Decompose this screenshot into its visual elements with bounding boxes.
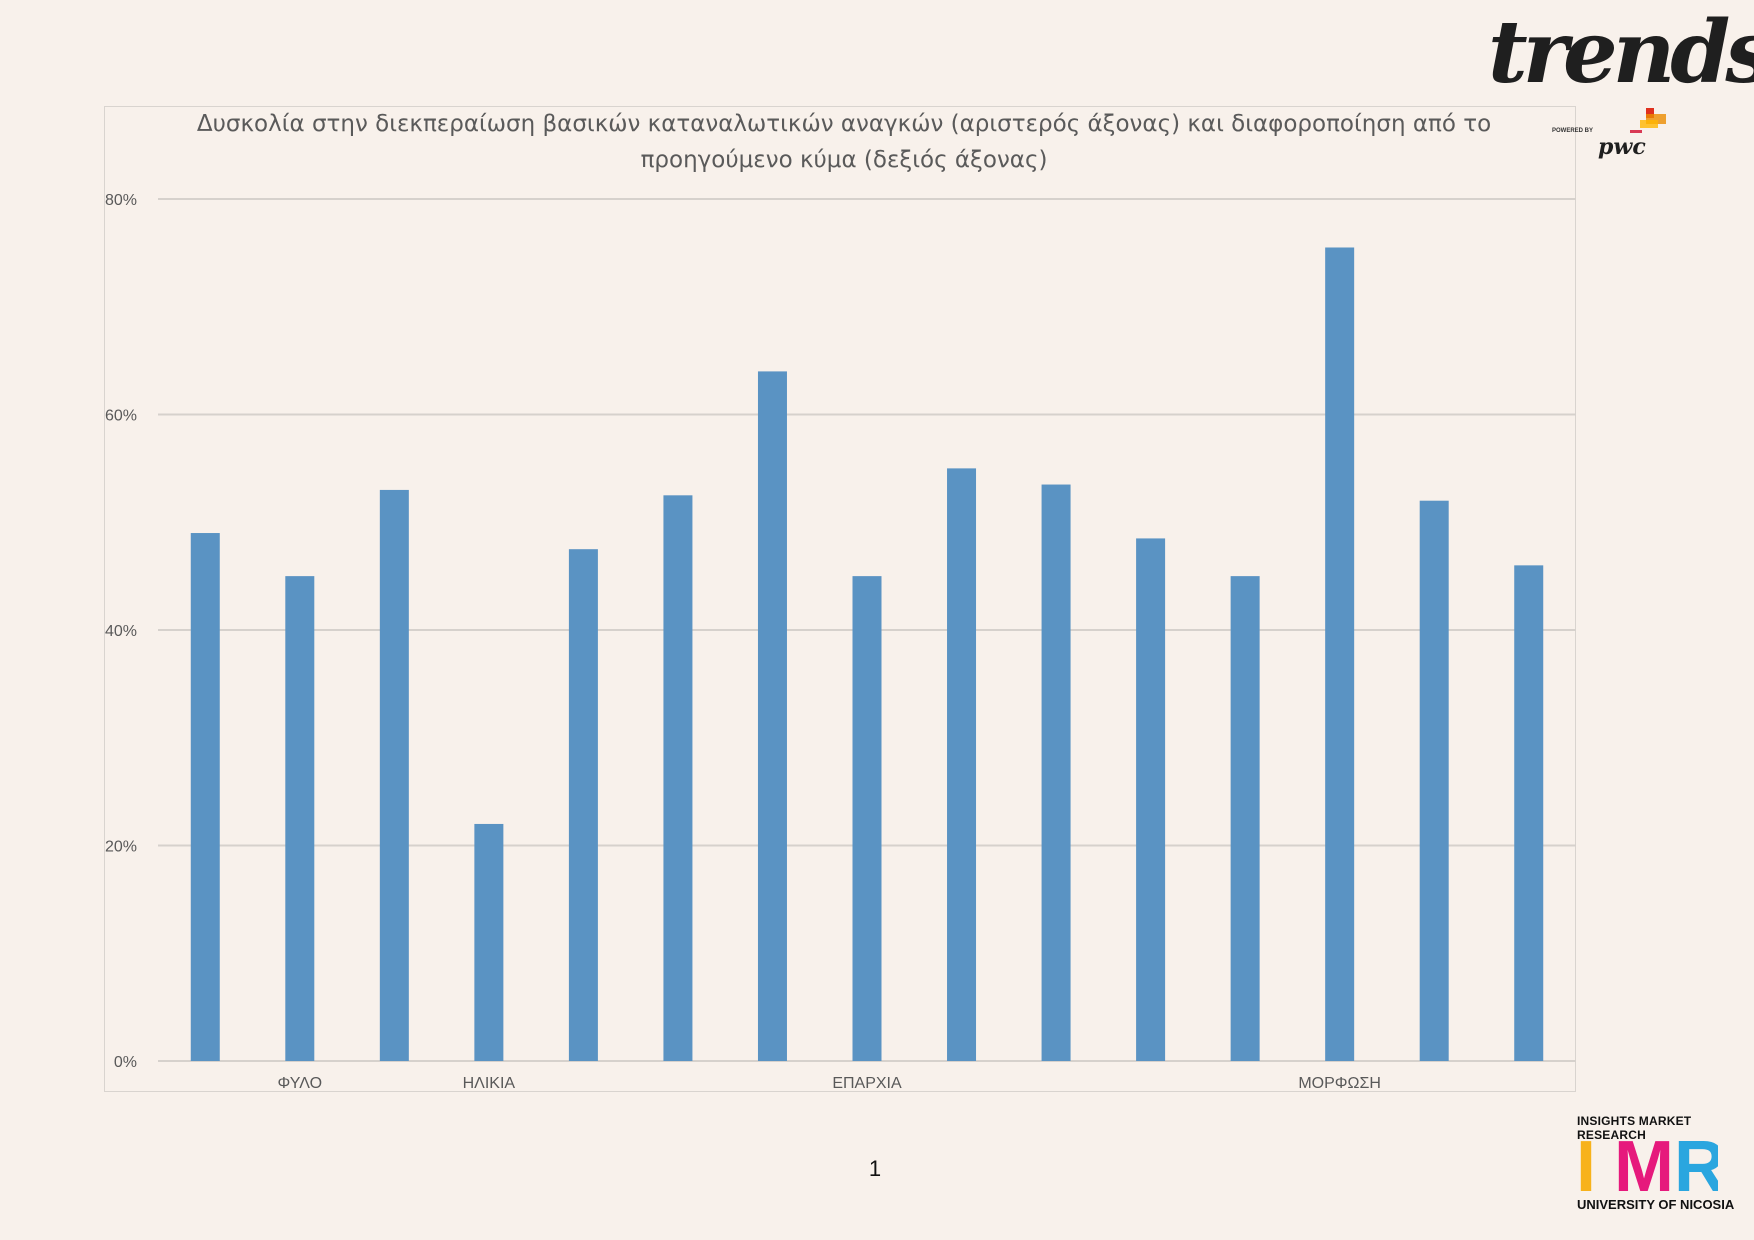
bar bbox=[379, 489, 409, 1061]
y-tick-label: 40% bbox=[105, 623, 137, 640]
bar bbox=[1041, 484, 1071, 1062]
bar bbox=[190, 533, 220, 1061]
bar bbox=[474, 823, 504, 1061]
bar bbox=[568, 549, 598, 1061]
page-number: 1 bbox=[868, 1156, 882, 1181]
imr-top-label: INSIGHTS MARKET RESEARCH bbox=[1577, 1114, 1692, 1142]
x-group-label: ΦΥΛΟ bbox=[278, 1075, 323, 1092]
imr-bottom-label: UNIVERSITY OF NICOSIA bbox=[1577, 1197, 1735, 1212]
bar bbox=[1514, 565, 1544, 1061]
y-tick-label: 0% bbox=[114, 1054, 137, 1071]
bar bbox=[1419, 500, 1449, 1061]
pwc-logo: pwc bbox=[1598, 134, 1646, 160]
chart-title: Δυσκολία στην διεκπεραίωση βασικών καταν… bbox=[104, 106, 1584, 178]
chart-title-line-1: Δυσκολία στην διεκπεραίωση βασικών καταν… bbox=[196, 111, 1492, 137]
trends-logo: trends bbox=[1488, 2, 1754, 103]
bar bbox=[1230, 576, 1260, 1061]
bar bbox=[852, 576, 882, 1061]
imr-letter: R bbox=[1674, 1133, 1718, 1195]
chart-frame bbox=[104, 106, 1576, 1092]
bar bbox=[663, 495, 693, 1061]
y-tick-label: 60% bbox=[105, 408, 137, 425]
imr-letter: I bbox=[1576, 1133, 1596, 1195]
y-tick-label: 20% bbox=[105, 839, 137, 856]
bar bbox=[285, 576, 315, 1061]
bar bbox=[1136, 538, 1166, 1061]
powered-by-label: POWERED BY bbox=[1552, 128, 1594, 134]
y-tick-label: 80% bbox=[105, 192, 137, 209]
pwc-logo-blocks-icon bbox=[1630, 108, 1666, 133]
bar bbox=[947, 468, 977, 1061]
imr-letter: M bbox=[1614, 1133, 1674, 1195]
x-group-label: ΕΠΑΡΧΙΑ bbox=[832, 1075, 902, 1092]
x-group-label: ΗΛΙΚΙΑ bbox=[463, 1075, 516, 1092]
bar bbox=[1325, 247, 1355, 1062]
bar bbox=[757, 371, 787, 1061]
x-group-label: ΜΟΡΦΩΣΗ bbox=[1298, 1075, 1381, 1092]
chart-title-line-2: προηγούμενο κύμα (δεξιός άξονας) bbox=[640, 147, 1048, 173]
